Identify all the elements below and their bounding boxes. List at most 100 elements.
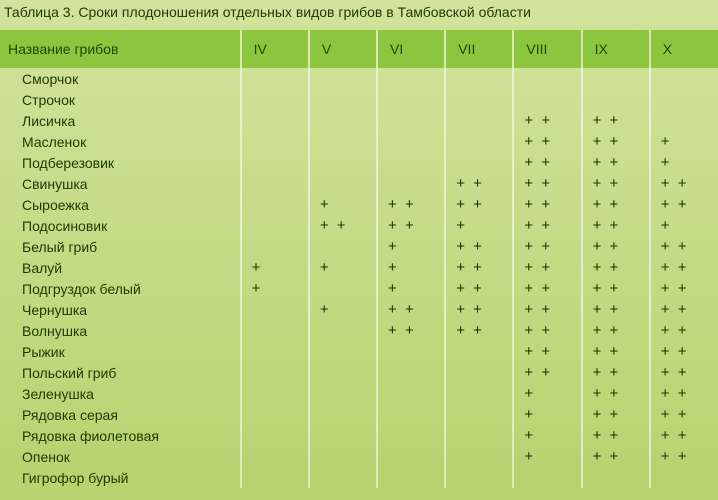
season-cell: [377, 383, 445, 404]
row-name: Волнушка: [0, 320, 241, 341]
row-name: Рядовка серая: [0, 404, 241, 425]
season-cell: [377, 446, 445, 467]
season-cell: + +: [377, 215, 445, 236]
season-cell: [309, 89, 377, 110]
row-name: Лисичка: [0, 110, 241, 131]
season-cell: + +: [513, 299, 581, 320]
row-name: Подберезовик: [0, 152, 241, 173]
season-cell: + +: [445, 236, 513, 257]
season-cell: [377, 173, 445, 194]
season-cell: + +: [377, 194, 445, 215]
season-cell: + +: [445, 320, 513, 341]
season-cell: + +: [445, 299, 513, 320]
season-cell: [241, 446, 309, 467]
table-row: Масленок+ ++ ++: [0, 131, 718, 152]
row-name: Рыжик: [0, 341, 241, 362]
season-cell: + +: [582, 341, 650, 362]
season-cell: + +: [445, 278, 513, 299]
season-cell: [582, 68, 650, 89]
row-name: Чернушка: [0, 299, 241, 320]
season-cell: +: [241, 257, 309, 278]
season-cell: + +: [650, 194, 718, 215]
season-cell: [241, 404, 309, 425]
season-cell: [241, 194, 309, 215]
season-cell: [650, 467, 718, 488]
row-name: Польский гриб: [0, 362, 241, 383]
row-name: Белый гриб: [0, 236, 241, 257]
season-cell: +: [309, 299, 377, 320]
season-cell: [377, 110, 445, 131]
season-cell: + +: [513, 257, 581, 278]
table-row: Рядовка серая++ ++ +: [0, 404, 718, 425]
season-cell: [309, 110, 377, 131]
season-cell: [650, 110, 718, 131]
season-cell: [241, 131, 309, 152]
season-cell: + +: [650, 320, 718, 341]
season-cell: [309, 362, 377, 383]
season-cell: + +: [582, 362, 650, 383]
table-row: Рыжик+ ++ ++ +: [0, 341, 718, 362]
season-cell: [309, 341, 377, 362]
row-name: Сморчок: [0, 68, 241, 89]
mushroom-season-table: Название грибов IV V VI VII VIII IX X См…: [0, 30, 718, 488]
season-cell: + +: [582, 215, 650, 236]
table-row: Белый гриб++ ++ ++ ++ +: [0, 236, 718, 257]
season-cell: +: [377, 257, 445, 278]
season-cell: [445, 362, 513, 383]
season-cell: +: [513, 404, 581, 425]
season-cell: +: [241, 278, 309, 299]
season-cell: [445, 404, 513, 425]
season-cell: [513, 89, 581, 110]
season-cell: [445, 68, 513, 89]
season-cell: + +: [650, 425, 718, 446]
season-cell: + +: [513, 131, 581, 152]
season-cell: [309, 404, 377, 425]
row-name: Зеленушка: [0, 383, 241, 404]
season-cell: [241, 68, 309, 89]
table-wrap: Таблица 3. Сроки плодоношения отдельных …: [0, 0, 718, 500]
season-cell: +: [650, 215, 718, 236]
season-cell: + +: [582, 299, 650, 320]
season-cell: [241, 89, 309, 110]
season-cell: + +: [582, 320, 650, 341]
season-cell: + +: [650, 446, 718, 467]
season-cell: [309, 383, 377, 404]
season-cell: + +: [582, 173, 650, 194]
season-cell: + +: [513, 341, 581, 362]
season-cell: + +: [650, 173, 718, 194]
season-cell: [309, 467, 377, 488]
season-cell: [377, 362, 445, 383]
season-cell: + +: [582, 110, 650, 131]
season-cell: [241, 215, 309, 236]
table-row: Волнушка+ ++ ++ ++ ++ +: [0, 320, 718, 341]
row-name: Опенок: [0, 446, 241, 467]
season-cell: + +: [513, 236, 581, 257]
col-header-ix: IX: [582, 30, 650, 68]
season-cell: + +: [582, 404, 650, 425]
season-cell: [582, 89, 650, 110]
table-row: Гигрофор бурый: [0, 467, 718, 488]
season-cell: + +: [445, 194, 513, 215]
table-row: Подгруздок белый+++ ++ ++ ++ +: [0, 278, 718, 299]
season-cell: [445, 341, 513, 362]
season-cell: +: [377, 236, 445, 257]
row-name: Гигрофор бурый: [0, 467, 241, 488]
season-cell: + +: [309, 215, 377, 236]
season-cell: + +: [582, 425, 650, 446]
season-cell: +: [513, 425, 581, 446]
season-cell: [377, 131, 445, 152]
row-name: Масленок: [0, 131, 241, 152]
season-cell: [241, 236, 309, 257]
season-cell: [513, 68, 581, 89]
season-cell: + +: [513, 362, 581, 383]
season-cell: + +: [377, 299, 445, 320]
season-cell: [309, 152, 377, 173]
table-row: Сыроежка++ ++ ++ ++ ++ +: [0, 194, 718, 215]
table-row: Подосиновик+ ++ +++ ++ ++: [0, 215, 718, 236]
season-cell: [241, 362, 309, 383]
season-cell: [445, 152, 513, 173]
col-header-v: V: [309, 30, 377, 68]
season-cell: [241, 173, 309, 194]
table-header-row: Название грибов IV V VI VII VIII IX X: [0, 30, 718, 68]
season-cell: [445, 446, 513, 467]
